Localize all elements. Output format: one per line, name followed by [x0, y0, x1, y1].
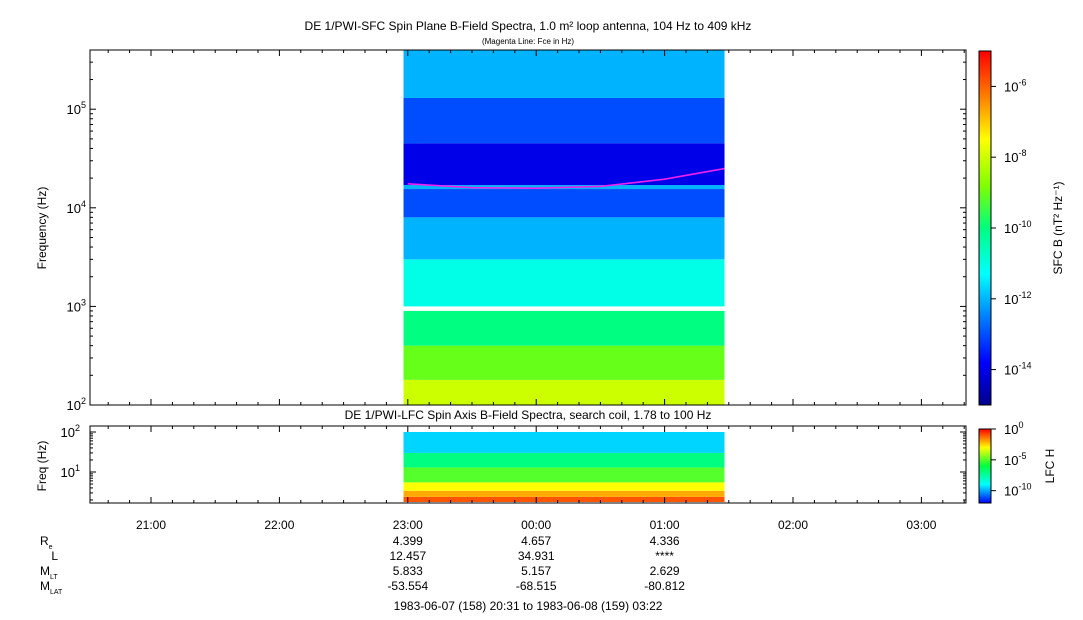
ephemeris-value: 4.336	[650, 534, 680, 548]
top-y-tick-label: 103	[67, 297, 86, 314]
bottom-panel-title: DE 1/PWI-LFC Spin Axis B-Field Spectra, …	[345, 408, 712, 422]
spectral-band-4	[403, 217, 725, 260]
top-panel: 105 104 103 102 Frequency (Hz)	[35, 49, 967, 413]
bottom-panel: 102 101 Freq (Hz)	[35, 423, 967, 504]
x-tick-label: 03:00	[906, 518, 936, 532]
ephemeris-row-label: L	[51, 549, 58, 563]
top-y-tick-label: 104	[67, 199, 86, 216]
top-colorbar-tick-label: 10-6	[1004, 77, 1026, 94]
ephemeris-value: 5.157	[521, 564, 551, 578]
top-colorbar-tick-label: 10-14	[1004, 361, 1031, 378]
x-tick-label: 01:00	[650, 518, 680, 532]
top-panel-subtitle: (Magenta Line: Fce in Hz)	[482, 37, 574, 46]
spectral-band-2	[403, 310, 725, 346]
x-tick-label: 02:00	[778, 518, 808, 532]
fce-line-layer	[407, 167, 725, 190]
top-spectrogram	[403, 50, 725, 405]
bottom-colorbar-tick-label: 100	[1004, 420, 1023, 437]
top-colorbar-gradient	[978, 50, 992, 406]
bottom-plot-frame	[89, 425, 967, 504]
spectral-band-7	[403, 143, 725, 186]
ephemeris-value: ****	[655, 549, 674, 563]
fce-line	[407, 167, 725, 190]
top-panel-title: DE 1/PWI-SFC Spin Plane B-Field Spectra,…	[305, 19, 752, 33]
spectral-band-3	[403, 259, 725, 307]
ephemeris-row-label: MLAT	[40, 579, 63, 596]
ephemeris-value: 4.399	[393, 534, 423, 548]
top-colorbar: 10-6 10-8 10-10 10-12 10-14 SFC B (nT² Hz⁻¹)	[978, 50, 1065, 406]
bottom-colorbar: 100 10-5 10-10 LFC H	[978, 420, 1057, 504]
spectral-band-8	[403, 97, 725, 144]
top-colorbar-tick-label: 10-8	[1004, 148, 1026, 165]
bottom-colorbar-ticks: 100 10-5 10-10	[991, 420, 1031, 499]
x-tick-label: 21:00	[136, 518, 166, 532]
spectral-band-3	[403, 467, 725, 483]
spectral-band-2	[403, 482, 725, 491]
spectral-band-1	[403, 490, 725, 497]
spectral-band-5	[403, 432, 725, 453]
ephemeris-value: 2.629	[650, 564, 680, 578]
bottom-spectrogram	[403, 432, 725, 502]
bottom-colorbar-gradient	[978, 428, 992, 504]
top-colorbar-label: SFC B (nT² Hz⁻¹)	[1051, 182, 1065, 275]
top-y-tick-label: 105	[67, 100, 86, 117]
x-tick-label: 00:00	[521, 518, 551, 532]
ephemeris-value: 12.457	[389, 549, 426, 563]
time-range: 1983-06-07 (158) 20:31 to 1983-06-08 (15…	[394, 599, 663, 613]
ephemeris-value: 5.833	[393, 564, 423, 578]
spectral-band-4	[403, 452, 725, 468]
ephemeris-value: -53.554	[387, 579, 428, 593]
top-x-ticks	[107, 50, 965, 405]
x-tick-label: 23:00	[393, 518, 423, 532]
ephemeris-value: 34.931	[518, 549, 555, 563]
time-axis-labels: 21:00 22:00 23:00 00:00 01:00 02:00 03:00	[136, 518, 937, 532]
bottom-colorbar-label: LFC H	[1043, 449, 1057, 484]
top-colorbar-tick-label: 10-12	[1004, 290, 1031, 307]
ephemeris-value: -68.515	[516, 579, 557, 593]
top-y-axis-label: Frequency (Hz)	[35, 187, 49, 270]
x-tick-label: 22:00	[264, 518, 294, 532]
spectral-band-5	[403, 189, 725, 218]
spectral-band-9	[403, 50, 725, 98]
top-colorbar-tick-label: 10-10	[1004, 219, 1031, 236]
spectral-band-0	[403, 379, 725, 405]
bottom-y-axis-label: Freq (Hz)	[35, 441, 49, 492]
ephemeris-value: 4.657	[521, 534, 551, 548]
bottom-colorbar-tick-label: 10-5	[1004, 451, 1026, 468]
bottom-y-tick-label: 102	[61, 423, 80, 440]
bottom-x-ticks	[107, 426, 965, 503]
spectral-band-0	[403, 496, 725, 502]
top-y-tick-label: 102	[67, 396, 86, 413]
top-plot-frame	[89, 49, 967, 406]
top-colorbar-ticks: 10-6 10-8 10-10 10-12 10-14	[991, 77, 1031, 378]
bottom-colorbar-tick-label: 10-10	[1004, 482, 1031, 499]
spectral-band-1	[403, 345, 725, 380]
bottom-y-tick-label: 101	[61, 463, 80, 480]
ephemeris-value: -80.812	[644, 579, 685, 593]
